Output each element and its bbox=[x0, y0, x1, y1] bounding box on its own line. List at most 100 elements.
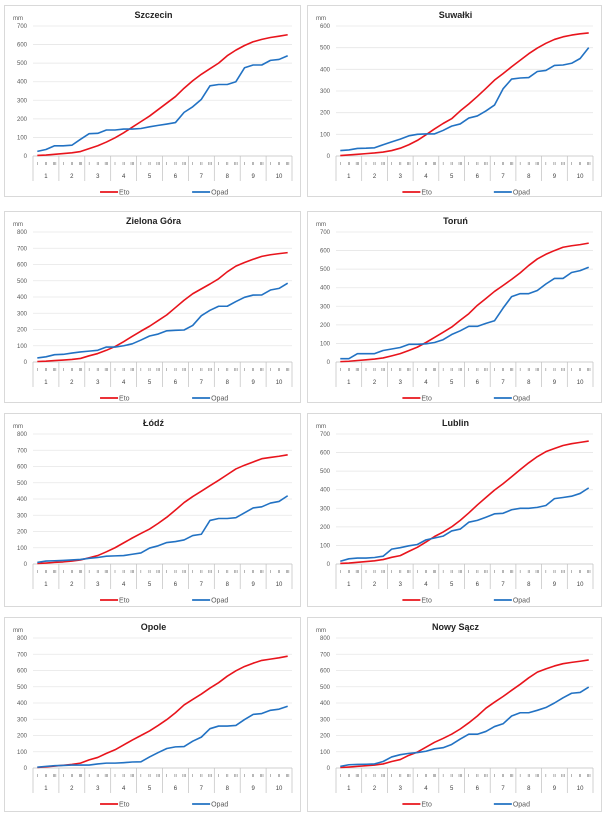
y-tick-label: 400 bbox=[17, 497, 28, 503]
x-tick-month-label: 10 bbox=[577, 582, 584, 588]
x-tick-decade-label: I bbox=[114, 161, 115, 166]
y-tick-label: 0 bbox=[327, 766, 331, 772]
x-tick-decade-label: III bbox=[561, 367, 565, 372]
x-tick-decade-label: II bbox=[122, 773, 125, 778]
y-tick-label: 200 bbox=[320, 734, 331, 740]
x-tick-decade-label: I bbox=[365, 773, 366, 778]
x-tick-month-label: 6 bbox=[174, 786, 178, 792]
y-axis-unit-label: mm bbox=[13, 222, 23, 228]
series-line-opad bbox=[340, 266, 590, 360]
legend-label-eto: Eto bbox=[421, 598, 432, 605]
y-axis-unit-label: mm bbox=[316, 16, 326, 22]
x-tick-decade-label: II bbox=[71, 161, 74, 166]
y-tick-label: 400 bbox=[320, 67, 331, 73]
series-line-eto bbox=[340, 440, 589, 565]
x-tick-month-label: 8 bbox=[226, 582, 230, 588]
x-tick-decade-label: II bbox=[425, 773, 428, 778]
x-tick-month-label: 2 bbox=[70, 380, 74, 386]
chart-panel: Toruń mm 0 100 200 300 400 500 600 700 I II III I II II… bbox=[307, 211, 602, 403]
legend-label-opad: Opad bbox=[513, 802, 530, 809]
y-tick-label: 500 bbox=[320, 469, 331, 475]
y-tick-label: 700 bbox=[17, 24, 28, 30]
x-tick-decade-label: II bbox=[450, 773, 453, 778]
x-tick-decade-label: II bbox=[502, 367, 505, 372]
x-tick-decade-label: III bbox=[260, 773, 264, 778]
series-line-eto bbox=[37, 655, 288, 769]
y-tick-label: 500 bbox=[320, 267, 331, 273]
series-line-opad bbox=[37, 282, 289, 359]
x-tick-decade-label: II bbox=[45, 569, 48, 574]
x-tick-decade-label: I bbox=[244, 773, 245, 778]
x-tick-decade-label: II bbox=[45, 161, 48, 166]
x-tick-decade-label: II bbox=[45, 367, 48, 372]
x-tick-decade-label: III bbox=[356, 569, 360, 574]
x-tick-decade-label: II bbox=[252, 161, 255, 166]
chart-title: Toruń bbox=[443, 216, 468, 226]
legend-label-eto: Eto bbox=[119, 190, 130, 197]
y-tick-label: 100 bbox=[320, 132, 331, 138]
x-tick-decade-label: II bbox=[579, 161, 582, 166]
legend-label-eto: Eto bbox=[119, 802, 130, 809]
x-tick-decade-label: II bbox=[373, 161, 376, 166]
x-tick-month-label: 3 bbox=[399, 582, 403, 588]
y-tick-label: 600 bbox=[17, 669, 28, 675]
series-line-eto bbox=[340, 242, 589, 363]
x-tick-decade-label: III bbox=[535, 773, 539, 778]
x-tick-decade-label: III bbox=[458, 367, 462, 372]
y-tick-label: 0 bbox=[24, 562, 28, 568]
legend-label-opad: Opad bbox=[513, 190, 530, 197]
x-tick-decade-label: III bbox=[535, 161, 539, 166]
y-tick-label: 600 bbox=[320, 249, 331, 255]
x-tick-decade-label: II bbox=[553, 773, 556, 778]
x-tick-decade-label: III bbox=[407, 569, 411, 574]
x-tick-decade-label: II bbox=[174, 161, 177, 166]
x-tick-month-label: 10 bbox=[577, 380, 584, 386]
x-tick-decade-label: III bbox=[208, 773, 212, 778]
y-tick-label: 300 bbox=[320, 304, 331, 310]
x-tick-decade-label: I bbox=[270, 773, 271, 778]
chart-panel: Zielona Góra mm 0 100 200 300 400 500 600 700 800 I… bbox=[4, 211, 301, 403]
x-tick-month-label: 5 bbox=[148, 582, 152, 588]
x-tick-decade-label: III bbox=[407, 773, 411, 778]
x-tick-decade-label: III bbox=[510, 569, 514, 574]
x-tick-month-label: 1 bbox=[44, 582, 48, 588]
x-tick-decade-label: II bbox=[476, 569, 479, 574]
x-tick-month-label: 8 bbox=[527, 582, 531, 588]
chart-title: Nowy Sącz bbox=[432, 622, 480, 632]
y-tick-label: 800 bbox=[17, 636, 28, 642]
x-tick-decade-label: II bbox=[148, 367, 151, 372]
x-tick-decade-label: III bbox=[156, 367, 160, 372]
x-tick-decade-label: II bbox=[399, 773, 402, 778]
x-tick-decade-label: I bbox=[494, 161, 495, 166]
x-tick-decade-label: III bbox=[535, 569, 539, 574]
x-tick-decade-label: III bbox=[356, 367, 360, 372]
y-tick-label: 700 bbox=[320, 652, 331, 658]
y-tick-label: 0 bbox=[327, 360, 331, 366]
x-tick-decade-label: III bbox=[286, 569, 290, 574]
x-tick-decade-label: II bbox=[252, 569, 255, 574]
x-tick-decade-label: II bbox=[579, 367, 582, 372]
x-tick-decade-label: I bbox=[140, 367, 141, 372]
x-tick-decade-label: II bbox=[200, 161, 203, 166]
x-tick-decade-label: II bbox=[348, 367, 351, 372]
x-tick-decade-label: III bbox=[130, 367, 134, 372]
x-tick-decade-label: III bbox=[208, 367, 212, 372]
x-tick-decade-label: I bbox=[244, 569, 245, 574]
x-tick-decade-label: II bbox=[425, 569, 428, 574]
x-tick-decade-label: II bbox=[348, 161, 351, 166]
x-tick-decade-label: I bbox=[545, 773, 546, 778]
x-tick-decade-label: III bbox=[381, 161, 385, 166]
x-tick-decade-label: II bbox=[553, 569, 556, 574]
x-tick-month-label: 10 bbox=[276, 786, 283, 792]
chart-panel: Łódź mm 0 100 200 300 400 500 600 700 800 I II III I II… bbox=[4, 413, 301, 607]
x-tick-decade-label: II bbox=[174, 773, 177, 778]
x-tick-decade-label: III bbox=[234, 367, 238, 372]
x-tick-decade-label: II bbox=[425, 367, 428, 372]
chart-title: Łódź bbox=[143, 418, 164, 428]
x-tick-decade-label: III bbox=[53, 161, 57, 166]
x-tick-decade-label: II bbox=[148, 773, 151, 778]
x-tick-decade-label: I bbox=[37, 773, 38, 778]
x-tick-month-label: 1 bbox=[44, 380, 48, 386]
